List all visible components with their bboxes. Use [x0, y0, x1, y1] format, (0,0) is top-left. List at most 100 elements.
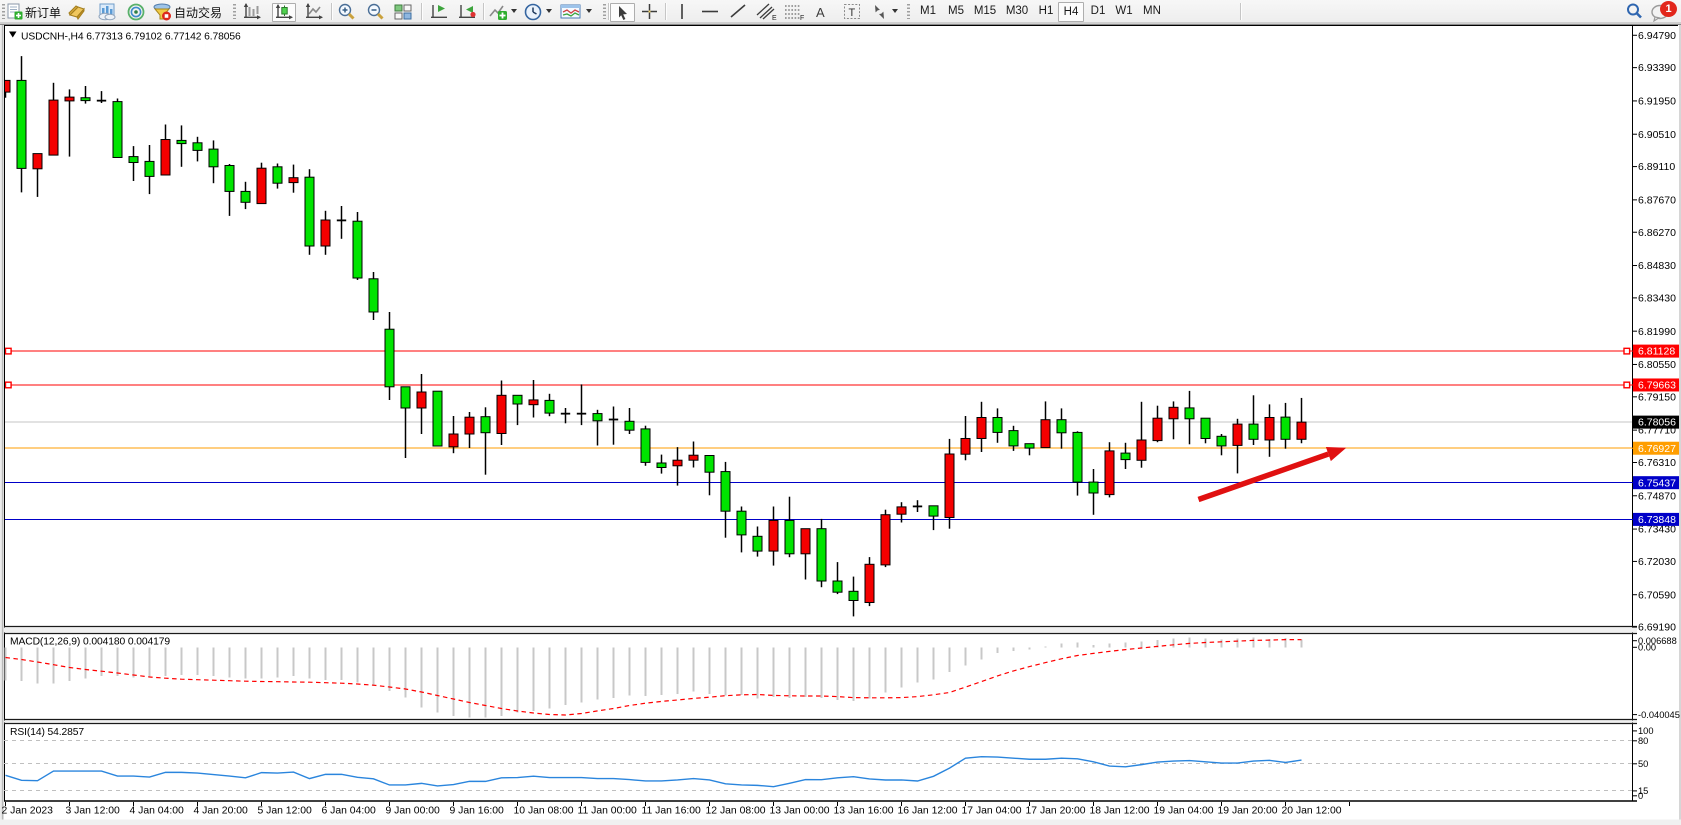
arrows-button[interactable]	[871, 3, 889, 20]
templates-button[interactable]	[560, 3, 582, 20]
price-tick-label: 6.87670	[1638, 194, 1676, 206]
connection-button[interactable]	[126, 3, 146, 20]
equidistant-channel-icon: E	[756, 3, 777, 21]
macd-title: MACD(12,26,9) 0.004180 0.004179	[10, 637, 170, 648]
candlestick-chart-button[interactable]	[272, 3, 296, 22]
time-axis-label: 19 Jan 04:00	[1154, 806, 1214, 817]
candle-bullish	[416, 391, 427, 409]
time-axis-label: 17 Jan 20:00	[1026, 806, 1086, 817]
radar-icon	[127, 3, 145, 20]
candle-bearish	[784, 519, 795, 555]
time-axis-label: 18 Jan 12:00	[1090, 806, 1150, 817]
period-button-d1[interactable]: D1	[1090, 5, 1106, 17]
candle-bullish	[1168, 406, 1179, 420]
candle-bullish	[48, 99, 59, 156]
line-chart-button[interactable]	[305, 2, 324, 20]
crosshair-button[interactable]	[641, 3, 658, 20]
auto-scroll-icon	[459, 4, 476, 18]
candle-bearish	[192, 142, 203, 151]
arrows-caret[interactable]	[892, 9, 898, 13]
price-tick-label: 6.84830	[1638, 260, 1676, 272]
candle-bullish	[160, 139, 171, 176]
indicators-caret[interactable]	[511, 9, 517, 13]
price-tick-label: 6.89110	[1638, 161, 1675, 173]
timeframes-caret[interactable]	[546, 9, 552, 13]
zoom-in-button[interactable]	[337, 3, 357, 20]
period-button-h1[interactable]: H1	[1038, 5, 1054, 17]
text-tool-button[interactable]: A	[816, 5, 825, 20]
chart-window-button[interactable]	[97, 3, 117, 20]
chart-shift-button[interactable]	[429, 3, 449, 20]
candle-bullish	[320, 219, 331, 247]
period-button-m5[interactable]: M5	[948, 5, 964, 17]
price-tick-label: 6.76310	[1638, 457, 1676, 469]
toolbar-grip[interactable]	[907, 4, 910, 19]
toolbar-grip[interactable]	[603, 4, 606, 19]
trendline-button[interactable]	[729, 3, 747, 20]
line-handle-right[interactable]	[1623, 381, 1631, 389]
timeframes-button[interactable]	[524, 3, 544, 20]
rsi-level-label: 100	[1638, 726, 1654, 736]
candle-doji-body	[608, 418, 619, 421]
panel-separator[interactable]	[4, 720, 1637, 723]
period-button-m1[interactable]: M1	[920, 5, 936, 17]
price-tick-label: 6.73430	[1638, 524, 1676, 536]
candle-bearish	[544, 399, 555, 414]
symbol-dropdown-icon[interactable]	[9, 31, 17, 38]
market-watch-button[interactable]	[68, 3, 88, 20]
candle-bearish	[1120, 452, 1131, 461]
line-handle-left[interactable]	[5, 347, 12, 355]
period-button-m15[interactable]: M15	[973, 5, 997, 17]
macd-max-label: 0.006688	[1638, 636, 1677, 646]
line-handle-right[interactable]	[1623, 347, 1631, 355]
toolbar-separator	[1240, 3, 1242, 20]
period-button-mn[interactable]: MN	[1143, 5, 1161, 17]
zoom-out-button[interactable]	[366, 3, 386, 20]
vertical-line-button[interactable]	[676, 3, 688, 20]
candle-bearish	[128, 156, 139, 164]
candle-bullish	[256, 167, 267, 205]
new-order-button[interactable]	[6, 3, 24, 20]
candle-bullish	[768, 519, 779, 552]
panel-separator[interactable]	[4, 627, 1637, 633]
candle-bullish	[960, 437, 971, 455]
templates-caret[interactable]	[586, 9, 592, 13]
candle-bullish	[1040, 419, 1051, 449]
toolbar: 新订单	[0, 0, 1681, 25]
time-axis-label: 16 Jan 12:00	[898, 806, 958, 817]
auto-scroll-button[interactable]	[457, 3, 477, 20]
toolbar-separator	[421, 3, 423, 20]
bid-price-label-box	[1633, 415, 1679, 429]
horizontal-line-button[interactable]	[701, 3, 719, 20]
time-axis-label: 11 Jan 16:00	[642, 806, 702, 817]
toolbar-grip[interactable]	[233, 4, 236, 19]
cursor-button[interactable]	[610, 3, 635, 22]
hline-price-label: 6.81128	[1638, 346, 1675, 358]
candle-bearish	[304, 176, 315, 247]
toolbar-grip[interactable]	[2, 4, 5, 19]
time-axis-label: 12 Jan 08:00	[706, 806, 766, 817]
period-button-w1[interactable]: W1	[1115, 5, 1133, 17]
notification-badge[interactable]: 1	[1660, 1, 1677, 17]
fibonacci-button[interactable]: F	[784, 3, 806, 21]
text-label-button[interactable]: T	[843, 3, 862, 20]
hline-price-label-box	[1633, 512, 1679, 526]
candle-bullish	[976, 416, 987, 439]
autotrading-label[interactable]: 自动交易	[174, 6, 223, 20]
line-handle-left[interactable]	[5, 381, 12, 389]
period-button-h4[interactable]: H4	[1058, 2, 1084, 22]
search-button[interactable]	[1625, 3, 1644, 20]
chart-canvas[interactable]: 6.94790 6.93390 6.91950 6.90510 6.89110 6.876…	[0, 25, 1681, 825]
channel-button[interactable]: E	[756, 3, 778, 21]
trend-arrow-head[interactable]	[1325, 446, 1347, 462]
candle-bearish	[1088, 481, 1099, 494]
candle-bearish	[832, 580, 843, 593]
bar-chart-button[interactable]	[243, 2, 262, 20]
indicators-button[interactable]	[489, 3, 508, 20]
trend-arrow-line[interactable]	[1197, 451, 1330, 503]
period-button-m30[interactable]: M30	[1005, 5, 1029, 17]
tile-windows-button[interactable]	[393, 3, 413, 20]
new-order-label[interactable]: 新订单	[25, 6, 62, 20]
candle-doji-body	[560, 412, 571, 415]
autotrading-button[interactable]	[152, 3, 172, 20]
